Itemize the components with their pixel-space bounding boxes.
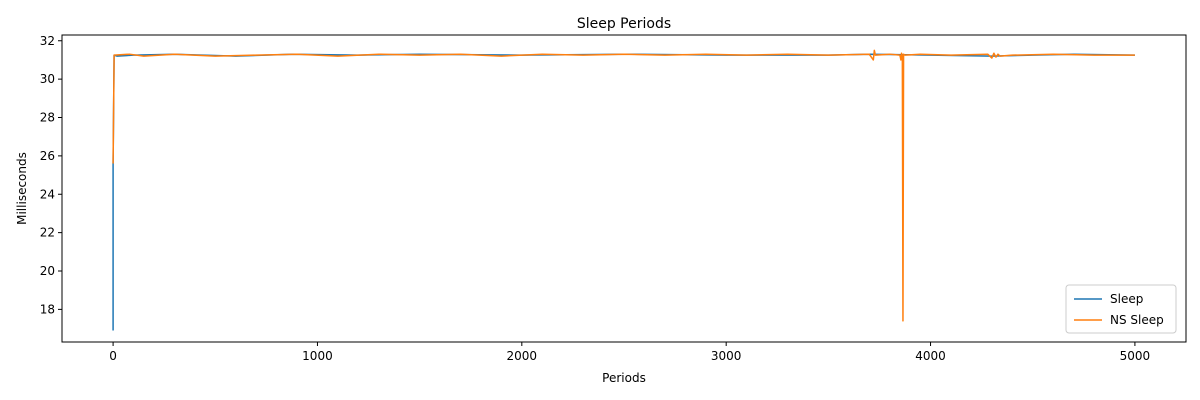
y-tick-label: 32 [40, 34, 55, 48]
x-tick-label: 4000 [915, 349, 946, 363]
y-tick-label: 20 [40, 264, 55, 278]
legend: Sleep NS Sleep [1065, 284, 1177, 334]
x-tick-label: 1000 [302, 349, 333, 363]
x-tick-label: 2000 [507, 349, 538, 363]
y-tick-label: 22 [40, 226, 55, 240]
series-line-sleep [112, 53, 1135, 331]
x-tick-label: 5000 [1120, 349, 1151, 363]
legend-label: NS Sleep [1110, 313, 1164, 327]
legend-label: Sleep [1110, 292, 1143, 306]
y-axis-title: Milliseconds [15, 152, 29, 225]
x-axis: 0 1000 2000 3000 4000 5000 [109, 342, 1150, 363]
y-axis: 18 20 22 24 26 28 30 32 [40, 34, 62, 316]
series-line-ns-sleep [112, 49, 1135, 322]
plot-frame [61, 34, 1187, 343]
x-tick-label: 0 [109, 349, 117, 363]
y-tick-label: 18 [40, 302, 55, 316]
y-tick-label: 24 [40, 187, 55, 201]
legend-box [1065, 284, 1177, 334]
y-tick-label: 28 [40, 111, 55, 125]
x-axis-title: Periods [602, 371, 646, 385]
x-tick-label: 3000 [711, 349, 742, 363]
y-tick-label: 30 [40, 72, 55, 86]
plot-area [112, 49, 1135, 331]
y-tick-label: 26 [40, 149, 55, 163]
chart-title: Sleep Periods [577, 16, 671, 32]
